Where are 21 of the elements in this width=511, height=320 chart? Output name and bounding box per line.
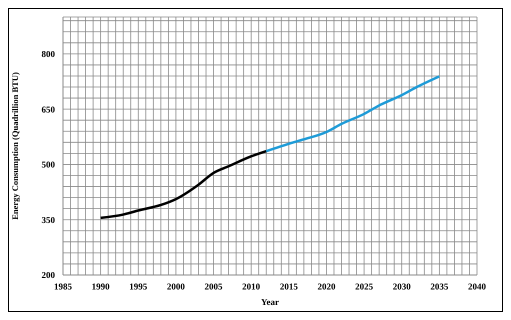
x-tick-label: 2005: [204, 281, 224, 292]
y-tick-label: 500: [42, 160, 56, 170]
x-tick-label: 1995: [129, 281, 148, 292]
x-tick-label: 2015: [280, 281, 298, 292]
y-tick-label: 200: [42, 270, 56, 280]
x-tick-label: 2000: [166, 281, 186, 292]
y-tick-label: 650: [42, 104, 56, 114]
y-tick-label: 800: [42, 49, 56, 60]
x-tick-label: 2020: [317, 281, 336, 292]
x-tick-label: 2030: [392, 281, 412, 292]
x-tick-label: 2010: [242, 281, 261, 292]
line-series: [99, 150, 268, 220]
x-tick-label: 2025: [355, 281, 374, 292]
x-tick-label: 1985: [54, 281, 72, 292]
x-tick-label: 2040: [468, 281, 486, 292]
x-tick-label: 1990: [92, 281, 110, 292]
y-tick-label: 350: [42, 214, 56, 225]
x-axis-title: Year: [261, 297, 279, 307]
x-tick-label: 2035: [430, 281, 449, 292]
line-series: [264, 75, 441, 152]
y-axis-title: Energy Consumption (Quadrillion BTU): [10, 72, 20, 220]
